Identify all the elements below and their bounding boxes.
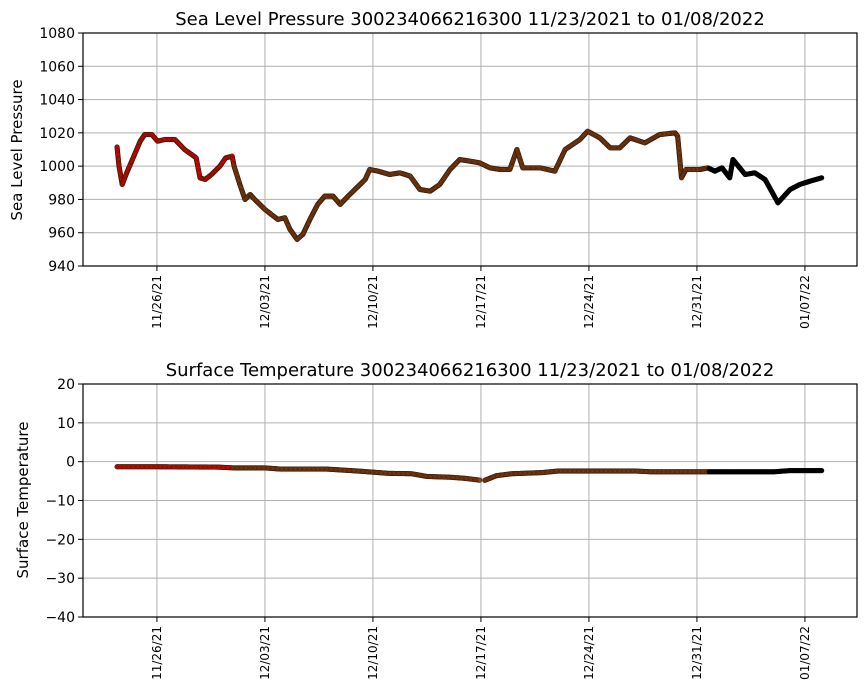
- temperature-data-point: [819, 467, 825, 474]
- temperature-y-tick-label: −20: [45, 532, 75, 548]
- temperature-chart: Surface Temperature 300234066216300 11/2…: [14, 360, 858, 680]
- temperature-chart-title: Surface Temperature 300234066216300 11/2…: [166, 360, 775, 381]
- pressure-y-tick-label: 940: [48, 259, 75, 275]
- temperature-x-tick-label: 11/26/21: [150, 626, 164, 680]
- pressure-y-axis-label: Sea Level Pressure: [8, 79, 26, 220]
- pressure-y-tick-label: 1000: [39, 159, 75, 175]
- pressure-y-tick-label: 1040: [39, 93, 75, 109]
- temperature-x-tick-label: 12/31/21: [690, 626, 704, 680]
- temperature-x-tick-label: 12/17/21: [474, 626, 488, 680]
- temperature-y-axis-label: Surface Temperature: [14, 422, 32, 579]
- temperature-y-tick-label: 10: [57, 416, 75, 432]
- temperature-x-tick-label: 01/07/22: [798, 626, 812, 680]
- pressure-y-tick-label: 1060: [39, 59, 75, 75]
- temperature-data-point: [477, 477, 483, 483]
- temperature-x-tick-label: 12/03/21: [258, 626, 272, 680]
- temperature-x-tick-label: 12/10/21: [366, 626, 380, 680]
- pressure-data-point: [819, 175, 825, 181]
- temperature-x-tick-label: 12/24/21: [582, 626, 596, 680]
- temperature-y-tick-label: −10: [45, 494, 75, 510]
- pressure-y-tick-label: 960: [48, 226, 75, 242]
- pressure-plot-frame: [82, 32, 858, 267]
- pressure-x-tick-label: 12/10/21: [366, 275, 380, 329]
- pressure-y-tick-label: 1020: [39, 126, 75, 142]
- pressure-chart: Sea Level Pressure 300234066216300 11/23…: [8, 9, 858, 329]
- temperature-y-tick-label: −30: [45, 571, 75, 587]
- pressure-x-tick-label: 12/24/21: [582, 275, 596, 329]
- pressure-x-tick-label: 12/17/21: [474, 275, 488, 329]
- pressure-x-tick-label: 12/31/21: [690, 275, 704, 329]
- pressure-chart-title: Sea Level Pressure 300234066216300 11/23…: [175, 9, 765, 30]
- pressure-x-tick-label: 01/07/22: [798, 275, 812, 329]
- pressure-x-tick-label: 11/26/21: [150, 275, 164, 329]
- pressure-y-tick-label: 980: [48, 192, 75, 208]
- temperature-y-tick-label: 0: [66, 455, 75, 471]
- temperature-y-tick-label: 20: [57, 377, 75, 393]
- temperature-y-tick-label: −40: [45, 610, 75, 626]
- pressure-y-tick-label: 1080: [39, 26, 75, 42]
- temperature-plot-frame: [82, 383, 858, 618]
- pressure-x-tick-label: 12/03/21: [258, 275, 272, 329]
